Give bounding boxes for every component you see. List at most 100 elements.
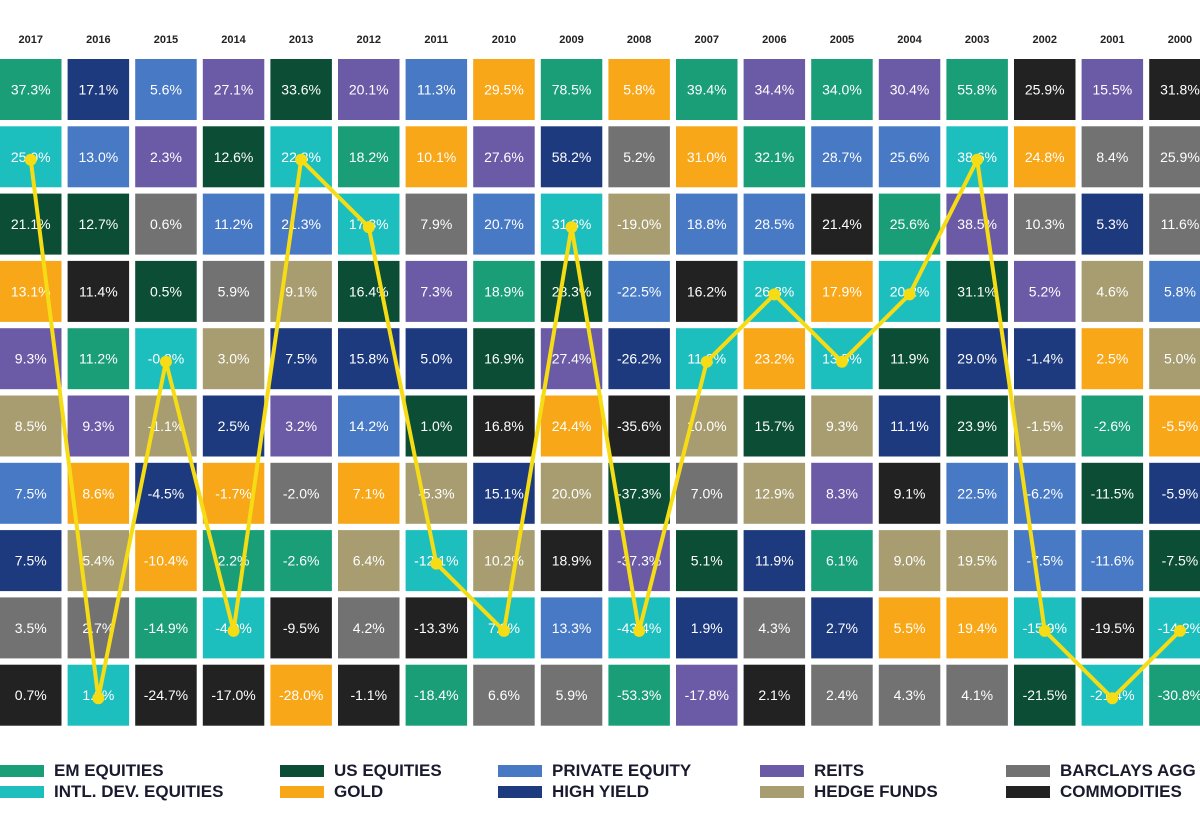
quilt-cell	[473, 59, 535, 120]
quilt-cell	[946, 462, 1008, 524]
quilt-cell-value: 14.2%	[349, 418, 389, 434]
quilt-cell-value: 33.6%	[281, 82, 321, 98]
quilt-cell-value: 3.5%	[15, 620, 47, 636]
quilt-cell-value: 5.3%	[1096, 216, 1128, 232]
quilt-cell-value: 7.5%	[285, 351, 317, 367]
quilt-cell-value: 9.3%	[15, 351, 47, 367]
quilt-cell	[608, 59, 670, 120]
quilt-cell	[676, 462, 738, 524]
quilt-cell	[743, 59, 806, 120]
quilt-cell	[67, 395, 130, 457]
quilt-cell-value: 20.7%	[484, 216, 524, 232]
quilt-cell-value: 28.3%	[552, 283, 592, 299]
legend-label-em-equities: EM EQUITIES	[54, 761, 164, 780]
quilt-cell	[540, 462, 603, 524]
quilt-cell-value: 0.7%	[15, 687, 47, 703]
quilt-cell-value: 19.5%	[957, 553, 997, 569]
quilt-cell-value: 28.7%	[822, 149, 862, 165]
quilt-cell-value: 17.9%	[822, 283, 862, 299]
quilt-cell	[405, 664, 468, 726]
quilt-cell	[338, 59, 400, 120]
quilt-cell-value: 5.2%	[623, 149, 655, 165]
year-label: 2005	[830, 34, 854, 46]
quilt-cell-value: 15.7%	[754, 418, 794, 434]
year-label: 2006	[762, 34, 786, 46]
legend-item-barclays-agg: BARCLAYS AGG	[1006, 761, 1196, 781]
quilt-cell	[270, 395, 332, 457]
quilt-cell-value: -1.1%	[350, 687, 387, 703]
quilt-cell-value: -1.7%	[215, 485, 252, 501]
quilt-cell-value: 7.5%	[15, 553, 47, 569]
quilt-cell	[1149, 193, 1200, 255]
quilt-cell	[608, 193, 670, 255]
quilt-cell-value: 15.8%	[349, 351, 389, 367]
quilt-cell-value: 7.3%	[420, 283, 452, 299]
legend-label-high-yield: HIGH YIELD	[552, 782, 649, 801]
quilt-cell	[473, 193, 535, 255]
quilt-cell	[405, 126, 468, 188]
quilt-cell-value: -26.2%	[617, 351, 661, 367]
quilt-cell-value: 31.8%	[1160, 82, 1200, 98]
quilt-cell-value: 0.5%	[150, 283, 182, 299]
quilt-cell-value: 29.5%	[484, 82, 524, 98]
quilt-cell	[405, 597, 468, 659]
quilt-cell	[1149, 59, 1200, 120]
quilt-cell-value: -14.9%	[144, 620, 188, 636]
quilt-cell	[405, 328, 468, 390]
quilt-cell	[743, 126, 806, 188]
quilt-cell-value: 27.4%	[552, 351, 592, 367]
quilt-cell	[473, 126, 535, 188]
quilt-cell-value: 7.1%	[353, 485, 385, 501]
quilt-cell-value: 11.2%	[214, 216, 253, 232]
legend-label-hedge-funds: HEDGE FUNDS	[814, 782, 938, 801]
quilt-cell-value: 58.2%	[552, 149, 592, 165]
quilt-cell	[676, 126, 738, 188]
quilt-cell-value: 1.0%	[420, 418, 452, 434]
quilt-cell	[811, 664, 873, 726]
quilt-cell-value: 10.0%	[687, 418, 727, 434]
highlight-point	[159, 355, 172, 368]
quilt-cell	[743, 328, 806, 390]
quilt-cell	[202, 328, 265, 390]
quilt-cell-value: 9.0%	[894, 553, 926, 569]
quilt-cell	[405, 260, 468, 322]
quilt-cell	[405, 193, 468, 255]
year-label: 2016	[86, 34, 110, 46]
legend-swatch-barclays-agg	[1006, 765, 1050, 777]
quilt-cell	[1081, 59, 1144, 120]
quilt-cell	[878, 126, 941, 188]
quilt-cell	[202, 530, 265, 592]
quilt-cell-value: -35.6%	[617, 418, 661, 434]
legend-item-high-yield: HIGH YIELD	[498, 782, 649, 802]
legend-item-us-equities: US EQUITIES	[280, 761, 442, 781]
quilt-cell	[0, 597, 62, 659]
quilt-cell-value: 11.9%	[890, 351, 929, 367]
highlight-point	[1173, 624, 1186, 637]
quilt-cell-value: 19.4%	[957, 620, 997, 636]
quilt-cell	[67, 126, 130, 188]
legend-swatch-reits	[760, 765, 804, 777]
quilt-cell-value: 6.4%	[353, 553, 385, 569]
legend-swatch-intl-dev-equities	[0, 786, 44, 798]
quilt-cell-value: 27.1%	[214, 82, 254, 98]
quilt-cell	[811, 395, 873, 457]
quilt-cell-value: 16.2%	[687, 283, 727, 299]
year-label: 2015	[154, 34, 178, 46]
quilt-cell	[946, 530, 1008, 592]
quilt-cell-value: 5.6%	[150, 82, 182, 98]
quilt-cell	[946, 597, 1008, 659]
quilt-cell	[338, 664, 400, 726]
quilt-cell-value: 2.5%	[218, 418, 250, 434]
quilt-cell	[1014, 328, 1076, 390]
quilt-cell-value: 9.3%	[826, 418, 858, 434]
quilt-cell	[135, 126, 197, 188]
year-header-row: 2017 2016 2015 2014 2013 2012 2011 2010 2009 2008…	[19, 34, 1193, 46]
legend-swatch-commodities	[1006, 786, 1050, 798]
quilt-cell-value: 24.4%	[552, 418, 592, 434]
quilt-cell-value: -10.4%	[144, 553, 188, 569]
quilt-cell-value: 11.2%	[79, 351, 118, 367]
quilt-cell	[676, 530, 738, 592]
quilt-cell	[1149, 597, 1200, 659]
quilt-cell-value: 3.0%	[218, 351, 250, 367]
quilt-cell	[473, 395, 535, 457]
